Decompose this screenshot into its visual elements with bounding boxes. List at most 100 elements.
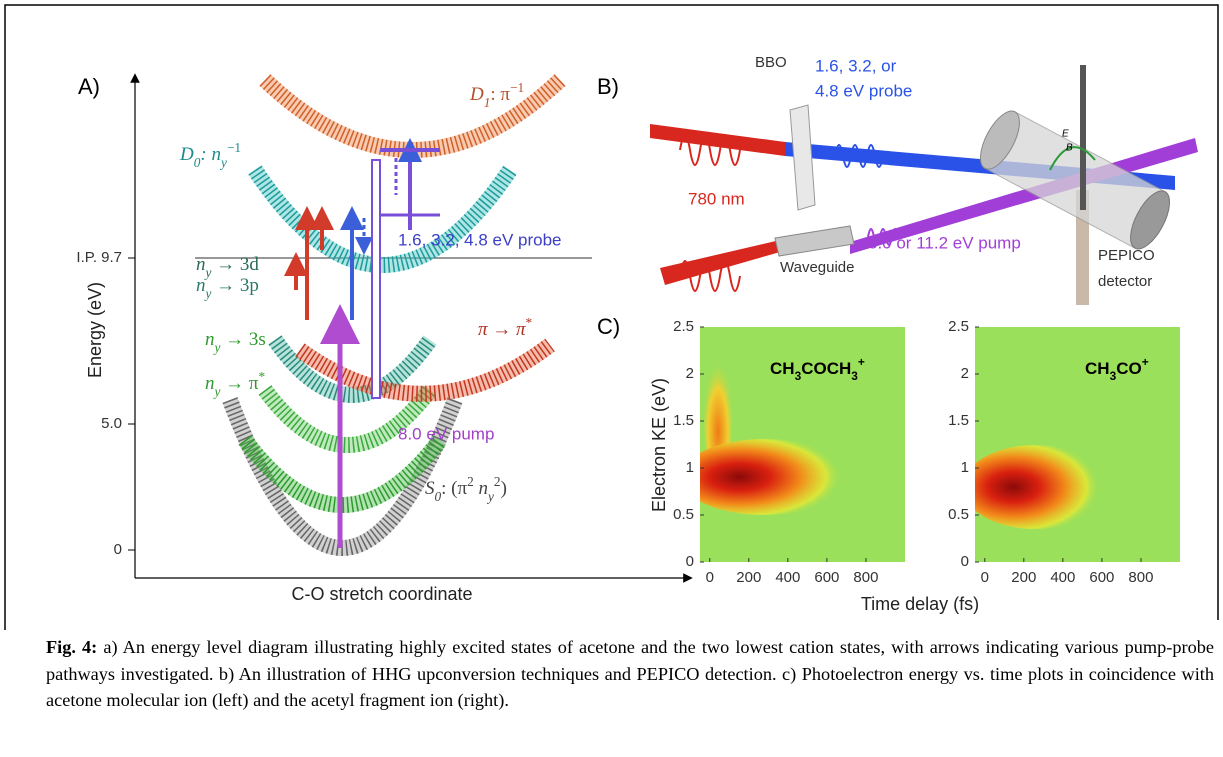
y-axis-title: Electron KE (eV) — [649, 378, 669, 512]
label-part: 2 — [494, 474, 501, 489]
label-part: 3 — [795, 369, 802, 383]
detector-label: PEPICO — [1098, 247, 1155, 264]
y-tick-label: 1 — [686, 459, 694, 476]
label-part: 2 — [467, 474, 474, 489]
panel-label: C) — [597, 314, 620, 339]
pulse — [679, 134, 741, 166]
y-tick-label: 2.5 — [673, 318, 694, 335]
label-part: n — [205, 329, 215, 350]
label-part: 1 — [484, 95, 491, 110]
label-part: CO — [1116, 359, 1142, 378]
state-label: ny → 3d — [196, 254, 259, 279]
label-part: + — [858, 355, 865, 369]
y-tick-label: 0 — [686, 553, 694, 570]
state-label: ny → π* — [205, 369, 266, 399]
label-part: → 3d — [211, 254, 259, 275]
label-part: −1 — [227, 140, 241, 155]
panel-a: A) I.P. 9.7 5.0 0 Energy (eV) C-O stretc… — [76, 73, 693, 604]
label-part: → 3s — [220, 329, 265, 350]
state-label: D1: π−1 — [469, 80, 524, 110]
label-part: n — [196, 275, 206, 296]
detector-cylinder — [979, 110, 1171, 250]
label-part: π → π — [478, 319, 526, 340]
label-part: y — [204, 286, 212, 301]
caption: Fig. 4: a) An energy level diagram illus… — [46, 634, 1214, 714]
beam-red — [650, 124, 785, 156]
probe-label: 4.8 eV probe — [815, 81, 912, 100]
pulse — [867, 228, 899, 246]
field-label: B — [1066, 143, 1073, 154]
frame — [4, 4, 1219, 630]
label-part: D — [179, 144, 194, 165]
label-part: 3 — [1110, 369, 1117, 383]
label-part: y — [213, 384, 221, 399]
figure: A) I.P. 9.7 5.0 0 Energy (eV) C-O stretc… — [4, 4, 1219, 630]
y-tick-label: 0.5 — [948, 506, 969, 523]
pump-label: 8.0 or 11.2 eV pump — [868, 233, 1021, 252]
pulse — [679, 260, 741, 292]
label-part: y — [204, 265, 212, 280]
panel-label: A) — [78, 74, 100, 99]
label-part: * — [526, 315, 533, 330]
x-tick-label: 800 — [853, 569, 878, 586]
panel-c: C) Electron KE (eV) Time delay (fs) — [597, 314, 1180, 614]
x-tick-label: 0 — [706, 569, 714, 586]
bbo-crystal — [789, 104, 816, 211]
waveguide — [774, 225, 855, 257]
label-part: n — [196, 254, 206, 275]
label-part: −1 — [510, 80, 524, 95]
x-tick-label: 400 — [775, 569, 800, 586]
y-tick-label: 2.5 — [948, 318, 969, 335]
energy-label: 5.0 — [101, 415, 122, 432]
state-label: CH3COCH3+ — [770, 355, 865, 383]
detector-label: detector — [1098, 273, 1152, 290]
label-part: COCH — [801, 359, 851, 378]
state-label: S0: (π2 ny2) — [425, 474, 507, 504]
label-part: n — [474, 478, 488, 499]
x-axis-title: C-O stretch coordinate — [291, 584, 472, 604]
state-label: CH3CO+ — [1085, 355, 1149, 383]
y-tick-label: 2 — [686, 365, 694, 382]
x-tick-label: 800 — [1128, 569, 1153, 586]
detector-rod — [1080, 65, 1086, 210]
pulse — [834, 144, 884, 168]
caption-label: Fig. 4: — [46, 637, 98, 657]
label-part: n — [205, 373, 215, 394]
y-axis-title: Energy (eV) — [85, 282, 105, 378]
pump-label: 8.0 eV pump — [398, 424, 494, 443]
y-tick-label: 1.5 — [948, 412, 969, 429]
label-part: : n — [200, 144, 221, 165]
waveguide-label: Waveguide — [780, 259, 855, 276]
x-tick-label: 600 — [1089, 569, 1114, 586]
x-tick-label: 200 — [736, 569, 761, 586]
state-label: ny → 3s — [205, 329, 266, 354]
wavelength-label: 780 nm — [688, 189, 745, 208]
x-tick-label: 0 — [981, 569, 989, 586]
y-tick-label: 1 — [961, 459, 969, 476]
label-part: + — [1142, 355, 1149, 369]
energy-label: 0 — [114, 541, 122, 558]
label-part: D — [469, 84, 484, 105]
label-part: : π — [490, 84, 510, 105]
label-part: y — [486, 489, 494, 504]
bbo-label: BBO — [755, 54, 787, 71]
field-line — [1049, 146, 1096, 171]
label-part: S — [425, 478, 435, 499]
panel-b: B) BBO 1.6, 3.2, or 4.8 eV probe 780 nm … — [597, 54, 1198, 305]
state-label: π → π* — [478, 315, 533, 341]
x-axis-title: Time delay (fs) — [861, 594, 979, 614]
probe-label: 1.6, 3.2, 4.8 eV probe — [398, 230, 562, 249]
label-part: CH — [770, 359, 795, 378]
label-part: ) — [501, 478, 507, 499]
y-tick-label: 1.5 — [673, 412, 694, 429]
x-tick-label: 600 — [814, 569, 839, 586]
label-part: 3 — [851, 369, 858, 383]
heatmap — [975, 327, 1180, 562]
transition-arrows — [284, 138, 440, 548]
label-part: → 3p — [211, 275, 259, 296]
label-part: → π — [220, 373, 259, 394]
caption-text: a) An energy level diagram illustrating … — [46, 637, 1214, 710]
label-part: 0 — [435, 489, 442, 504]
x-tick-label: 400 — [1050, 569, 1075, 586]
y-tick-label: 0.5 — [673, 506, 694, 523]
